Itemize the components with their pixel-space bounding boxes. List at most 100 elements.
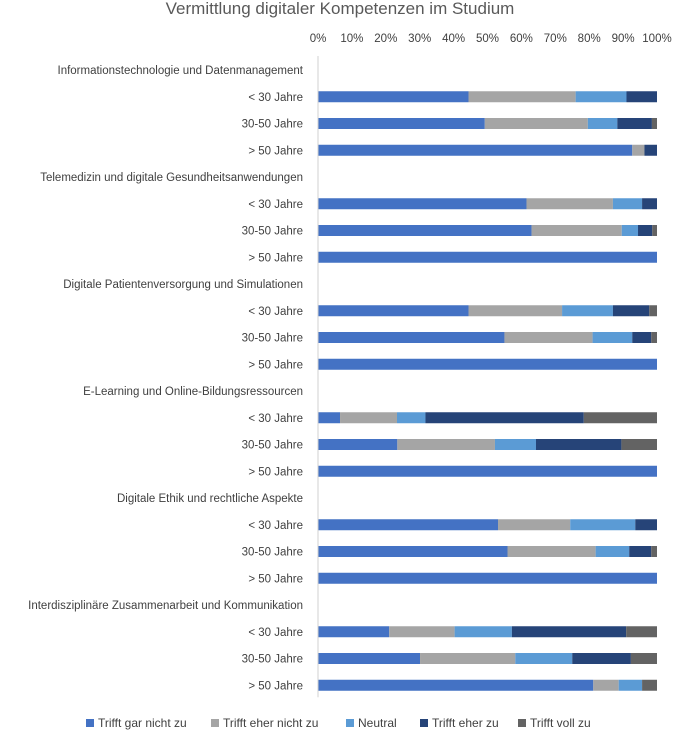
- bar-segment: [629, 546, 652, 557]
- legend-swatch: [346, 719, 354, 727]
- bar-segment: [630, 653, 657, 664]
- bar-segment: [507, 546, 596, 557]
- bar-segment: [642, 679, 657, 691]
- chart-title: Vermittlung digitaler Kompetenzen im Stu…: [166, 0, 515, 18]
- legend-swatch: [420, 719, 428, 727]
- bar-segment: [318, 465, 657, 477]
- bar-segment: [389, 626, 455, 638]
- bar-segment: [621, 225, 639, 236]
- bar-segment: [617, 118, 652, 129]
- bar-segment: [592, 332, 633, 343]
- legend-label: Trifft eher nicht zu: [223, 716, 318, 730]
- bar-segment: [318, 626, 390, 638]
- bar-segment: [318, 358, 657, 370]
- bar-segment: [638, 225, 653, 236]
- row-label: > 50 Jahre: [248, 252, 303, 264]
- bar-segment: [318, 305, 469, 317]
- bar-segment: [318, 546, 508, 557]
- legend-swatch: [211, 719, 219, 727]
- bar-segment: [318, 118, 485, 129]
- bar-segment: [612, 198, 643, 210]
- bar-segment: [318, 198, 527, 210]
- bar-segment: [651, 332, 657, 343]
- row-label: 30-50 Jahre: [242, 226, 303, 238]
- legend-label: Trifft eher zu: [432, 716, 499, 730]
- bar-segment: [396, 412, 426, 424]
- bar-segment: [562, 305, 613, 317]
- bar-segment: [632, 332, 652, 343]
- legend-swatch: [518, 719, 526, 727]
- bar-segment: [318, 251, 657, 263]
- legend: Trifft gar nicht zu Trifft eher nicht zu N…: [86, 716, 591, 730]
- group-label: Informationstechnologie und Datenmanagem…: [58, 65, 304, 77]
- bar-segment: [526, 198, 613, 210]
- bar-segment: [454, 626, 512, 638]
- bar-segment: [468, 305, 563, 317]
- row-label: > 50 Jahre: [248, 145, 303, 157]
- row-label: < 30 Jahre: [248, 627, 303, 639]
- bar-segment: [494, 439, 536, 450]
- row-label: > 50 Jahre: [248, 359, 303, 371]
- bar-segment: [612, 305, 650, 317]
- x-tick-label: 80%: [578, 33, 601, 45]
- bar-segment: [318, 679, 594, 691]
- bar-segment: [318, 332, 505, 343]
- x-tick-label: 10%: [340, 33, 363, 45]
- bar-segment: [593, 679, 619, 691]
- bar-segment: [511, 626, 627, 638]
- legend-swatch: [86, 719, 94, 727]
- bar-segment: [318, 144, 633, 156]
- row-label: 30-50 Jahre: [242, 440, 303, 452]
- bar-segment: [642, 198, 657, 210]
- bar-segment: [484, 118, 588, 129]
- x-axis: 0% 10% 20% 30% 40% 50% 60% 70% 80% 90% 100%: [310, 33, 672, 45]
- x-tick-label: 70%: [544, 33, 567, 45]
- bar-segment: [468, 91, 576, 103]
- bar-segment: [644, 144, 657, 156]
- bar-segment: [595, 546, 630, 557]
- row-label: < 30 Jahre: [248, 92, 303, 104]
- bar-segment: [340, 412, 397, 424]
- row-label: > 50 Jahre: [248, 573, 303, 585]
- bar-segment: [652, 225, 657, 236]
- x-tick-label: 60%: [510, 33, 533, 45]
- bar-segment: [583, 412, 657, 424]
- legend-label: Trifft gar nicht zu: [98, 716, 187, 730]
- bar-segment: [626, 626, 657, 638]
- legend-label: Trifft voll zu: [530, 716, 591, 730]
- bar-segment: [618, 679, 643, 691]
- bar-segment: [498, 519, 571, 531]
- row-label: < 30 Jahre: [248, 520, 303, 532]
- bar-segment: [575, 91, 627, 103]
- bar-segment: [397, 439, 495, 450]
- row-label: > 50 Jahre: [248, 466, 303, 478]
- bar-segment: [318, 225, 532, 236]
- group-label: Telemedizin und digitale Gesundheitsanwe…: [40, 172, 303, 184]
- x-tick-label: 50%: [476, 33, 499, 45]
- legend-label: Neutral: [358, 716, 397, 730]
- row-label: > 50 Jahre: [248, 680, 303, 692]
- group-label: Interdisziplinäre Zusammenarbeit und Kom…: [28, 600, 303, 612]
- bar-segment: [621, 439, 657, 450]
- bar-segment: [651, 118, 657, 129]
- x-tick-label: 30%: [408, 33, 431, 45]
- group-label: E-Learning und Online-Bildungsressourcen: [83, 386, 303, 398]
- bar-segment: [504, 332, 593, 343]
- bar-segment: [425, 412, 584, 424]
- row-label: < 30 Jahre: [248, 306, 303, 318]
- bar-segment: [318, 653, 421, 664]
- plot-area: Informationstechnologie und Datenmanagem…: [28, 56, 657, 698]
- row-label: 30-50 Jahre: [242, 547, 303, 559]
- bar-segment: [651, 546, 657, 557]
- bar-segment: [587, 118, 618, 129]
- row-label: < 30 Jahre: [248, 413, 303, 425]
- bar-segment: [318, 91, 469, 103]
- bar-segment: [649, 305, 657, 317]
- bar-segment: [318, 519, 499, 531]
- bar-segment: [515, 653, 573, 664]
- bar-segment: [318, 412, 341, 424]
- x-tick-label: 20%: [374, 33, 397, 45]
- bar-segment: [572, 653, 631, 664]
- x-tick-label: 40%: [442, 33, 465, 45]
